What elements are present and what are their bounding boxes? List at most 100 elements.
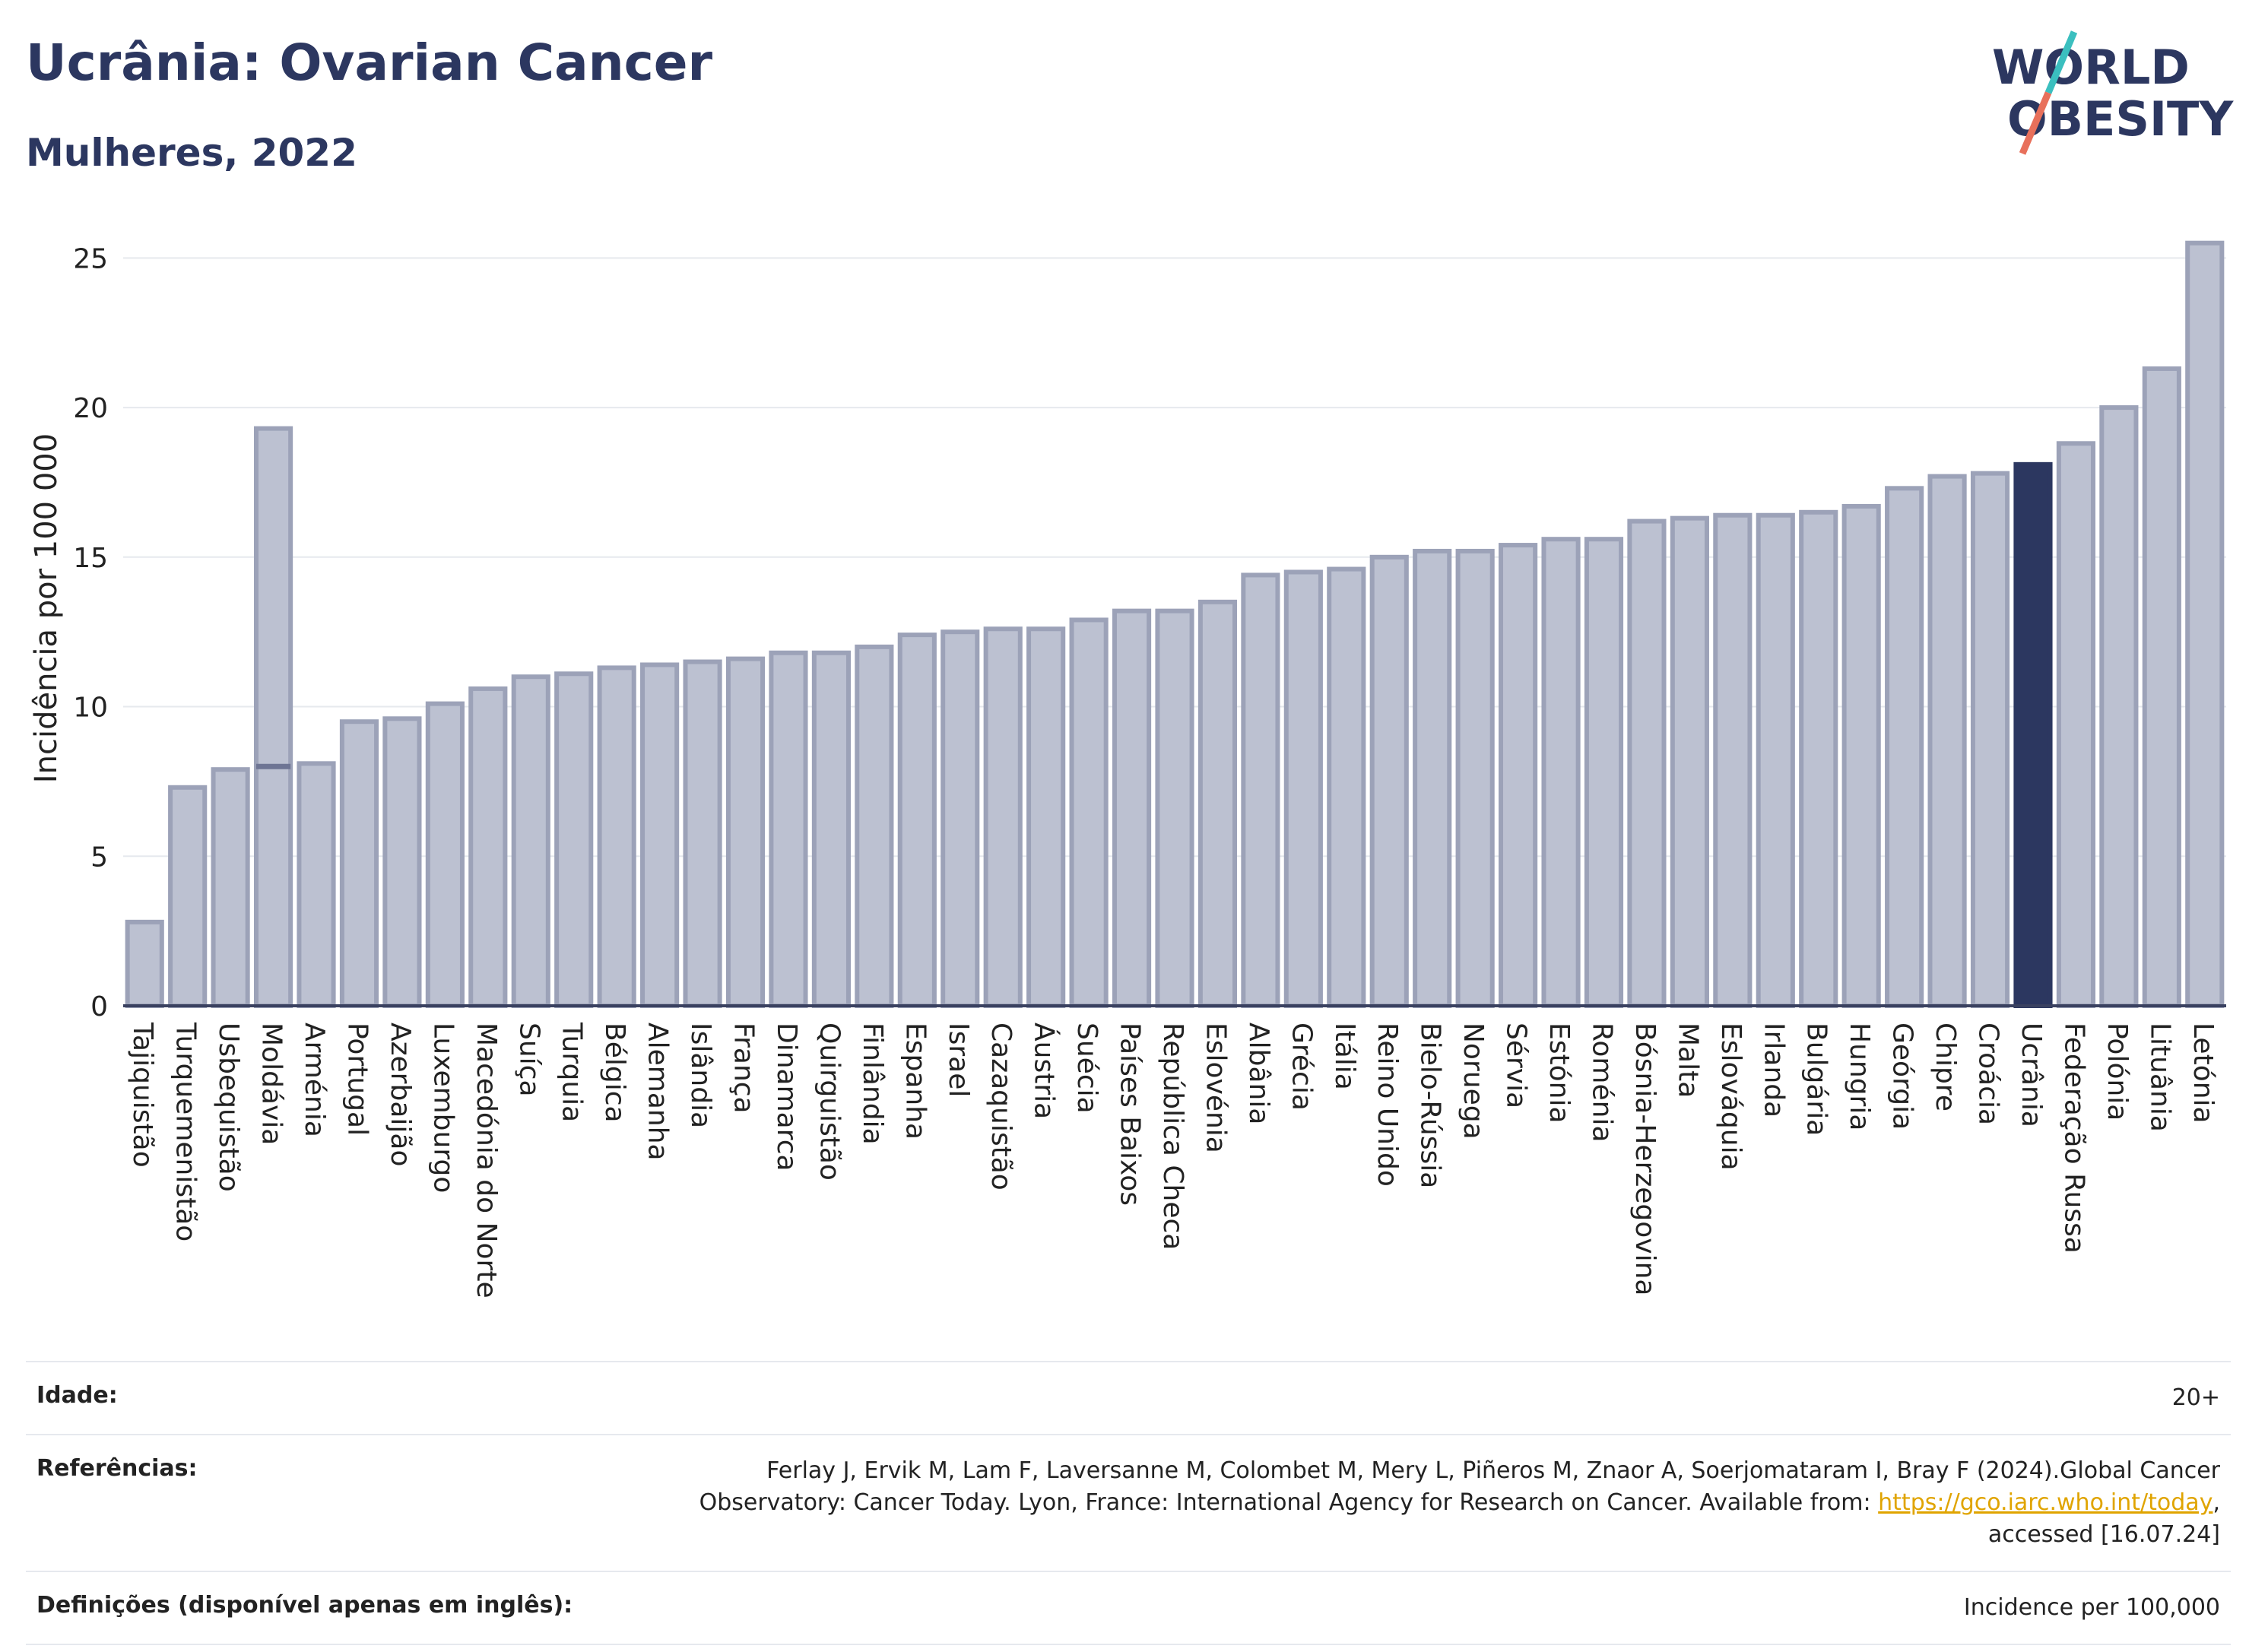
x-tick-label: Bósnia-Herzegovina [1629, 1023, 1661, 1295]
bar-noruega [1455, 548, 1495, 1008]
bar-suécia [1069, 617, 1109, 1009]
footer-table: Idade: 20+ Referências: Ferlay J, Ervik … [26, 1361, 2231, 1645]
bar-portugal [339, 719, 379, 1008]
x-axis-labels: Tajiquistão Turquemenistão Usbequistão Mold… [127, 1022, 2219, 1298]
bar-grécia [1283, 569, 1323, 1008]
x-tick-label: Suíça [513, 1023, 544, 1097]
reference-text-1: Ferlay J, Ervik M, Lam F, Laversanne M, … [766, 1457, 2220, 1484]
bar-federação-russa [2056, 441, 2096, 1008]
x-tick-label: Itália [1329, 1023, 1360, 1090]
bar-luxemburgo [425, 701, 465, 1008]
y-tick-label: 10 [73, 693, 108, 724]
x-tick-label: Noruega [1458, 1023, 1489, 1140]
bar-letónia [2185, 240, 2225, 1008]
world-obesity-logo: WORLD OBESITY [1992, 30, 2234, 155]
x-tick-label: Croácia [1973, 1023, 2004, 1125]
x-tick-label: Quirguistão [814, 1023, 845, 1181]
bar-turquia [554, 671, 594, 1008]
bar-bósnia-herzegovina [1627, 518, 1667, 1008]
x-tick-label: Grécia [1286, 1023, 1317, 1111]
bar-israel [941, 629, 980, 1009]
logo-line1: WORLD [1992, 40, 2190, 95]
x-tick-label: Macedónia do Norte [471, 1023, 502, 1298]
footer-row-age: Idade: 20+ [26, 1361, 2231, 1434]
x-tick-label: Polónia [2101, 1023, 2133, 1121]
bar-bielo-rússia [1413, 548, 1452, 1008]
x-tick-label: Irlanda [1758, 1023, 1789, 1118]
reference-text-3: , [2213, 1489, 2220, 1516]
bar-itália [1327, 566, 1366, 1008]
references-value: Ferlay J, Ervik M, Lam F, Laversanne M, … [699, 1455, 2220, 1551]
x-tick-label: Malta [1672, 1023, 1703, 1098]
bar-usbequistão [211, 767, 250, 1009]
x-tick-label: Usbequistão [213, 1023, 244, 1192]
x-tick-label: Luxemburgo [427, 1023, 458, 1193]
page-title: Ucrânia: Ovarian Cancer [26, 33, 713, 92]
bar-quirguistão [811, 650, 851, 1008]
bar-croácia [1970, 471, 2010, 1008]
bar-polónia [2099, 405, 2139, 1008]
footer-row-references: Referências: Ferlay J, Ervik M, Lam F, L… [26, 1434, 2231, 1571]
x-tick-label: Espanha [899, 1023, 931, 1140]
x-tick-label: Países Baixos [1115, 1023, 1146, 1206]
age-value: 20+ [2171, 1384, 2220, 1411]
x-tick-label: Dinamarca [771, 1023, 802, 1172]
x-tick-label: Cazaquistão [985, 1023, 1017, 1191]
bar-alemanha [640, 662, 680, 1008]
bar-arménia [297, 761, 336, 1008]
bar-frança [725, 656, 766, 1008]
bar-república-checa [1155, 608, 1194, 1008]
x-tick-label: Reino Unido [1372, 1023, 1403, 1187]
footer-row-definitions: Definições (disponível apenas em inglês)… [26, 1571, 2231, 1645]
y-axis-label: Incidência por 100 000 [29, 433, 64, 783]
bar-albânia [1241, 572, 1280, 1008]
x-tick-label: Eslovénia [1200, 1023, 1231, 1153]
bar-roménia [1584, 537, 1624, 1008]
x-tick-label: Azerbaijão [385, 1023, 416, 1166]
y-tick-label: 5 [90, 842, 108, 873]
bar-chart: 0 5 10 15 20 25 Tajiquistão Turquemenistão Usbe… [29, 240, 2226, 1298]
x-tick-label: Bélgica [599, 1023, 630, 1123]
x-tick-label: Bielo-Rússia [1415, 1023, 1446, 1188]
reference-text-2: Observatory: Cancer Today. Lyon, France:… [699, 1489, 1879, 1516]
definitions-label: Definições (disponível apenas em inglês)… [36, 1592, 573, 1619]
bar-finlândia [855, 644, 894, 1008]
bar-reino-unido [1369, 554, 1409, 1008]
bar-eslováquia [1713, 512, 1753, 1008]
bar-azerbaijão [382, 716, 422, 1008]
bar-eslovénia [1197, 599, 1238, 1008]
x-tick-label: Israel [943, 1023, 974, 1097]
x-tick-label: Moldávia [256, 1023, 287, 1145]
x-tick-label: Alemanha [642, 1023, 674, 1161]
bar-lituânia [2142, 366, 2181, 1008]
bar-geórgia [1885, 486, 1924, 1008]
x-tick-label: Federação Russa [2058, 1023, 2089, 1254]
bars [123, 240, 2226, 1009]
x-tick-label: República Checa [1157, 1023, 1188, 1250]
bar-irlanda [1756, 512, 1795, 1008]
x-tick-label: Eslováquia [1715, 1023, 1746, 1171]
bar-bélgica [597, 665, 636, 1009]
bar-moldávia [253, 426, 293, 1008]
x-tick-label: Chipre [1930, 1023, 1961, 1111]
x-tick-label: Albânia [1243, 1023, 1274, 1124]
x-tick-label: Lituânia [2144, 1023, 2175, 1132]
y-tick-label: 25 [73, 243, 108, 274]
x-tick-label: Islândia [685, 1023, 716, 1128]
x-tick-label: Sérvia [1501, 1023, 1532, 1108]
x-tick-label: Estónia [1543, 1023, 1575, 1124]
x-tick-label: Portugal [341, 1023, 373, 1136]
bar-ucrânia [2013, 461, 2053, 1008]
bar-macedónia-do-norte [468, 686, 508, 1009]
bar-estónia [1541, 537, 1581, 1008]
x-tick-label: Hungria [1844, 1023, 1875, 1130]
x-tick-label: Suécia [1071, 1023, 1102, 1114]
y-tick-label: 0 [90, 991, 108, 1023]
bar-chipre [1927, 474, 1967, 1008]
x-tick-label: Arménia [299, 1023, 330, 1137]
bar-turquemenistão [168, 785, 208, 1008]
bar-suíça [511, 674, 550, 1008]
reference-link[interactable]: https://gco.iarc.who.int/today [1878, 1489, 2213, 1516]
x-tick-label: Letónia [2187, 1023, 2219, 1124]
reference-text-4: accessed [16.07.24] [1987, 1521, 2220, 1548]
